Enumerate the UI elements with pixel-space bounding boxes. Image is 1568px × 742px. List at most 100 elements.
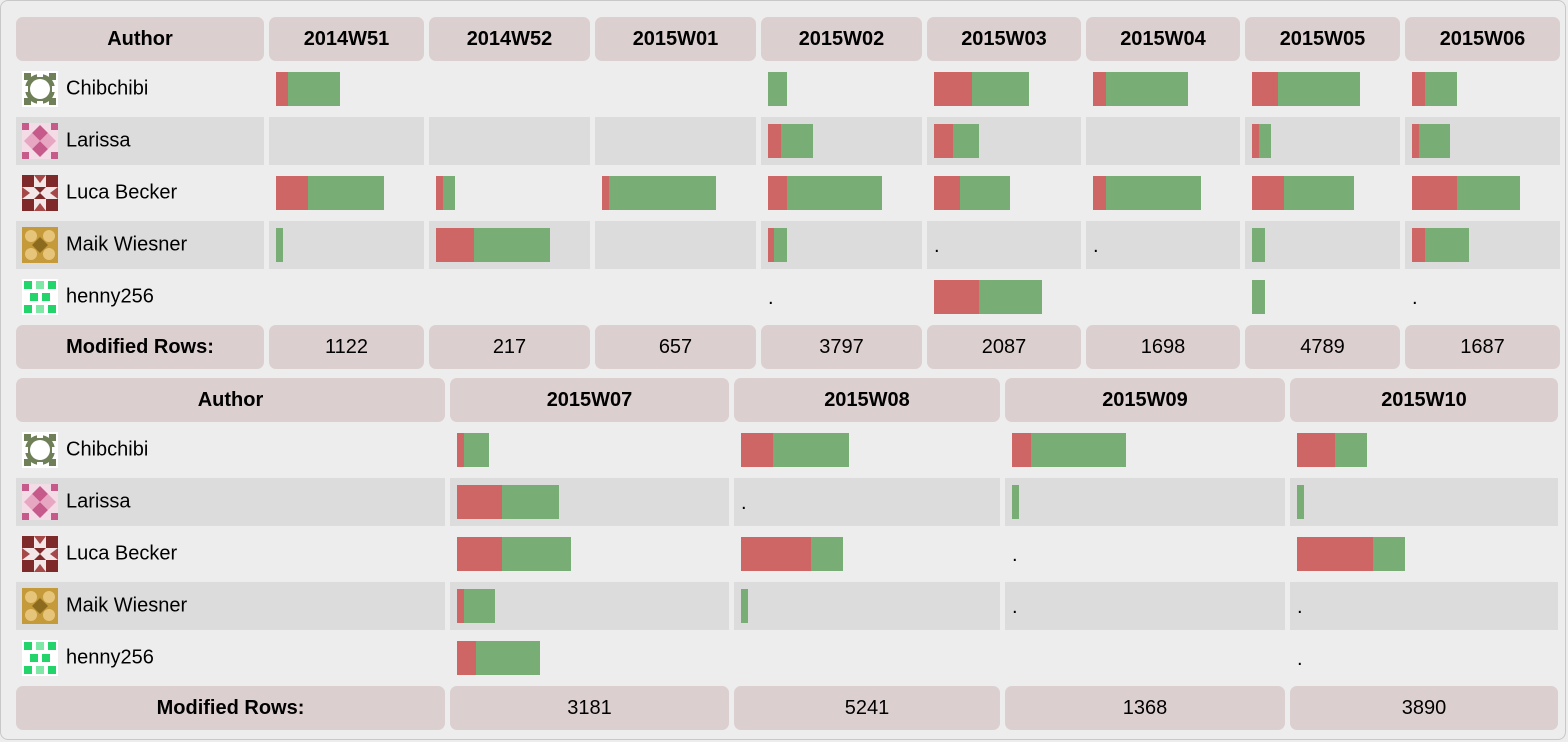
change-cell: .: [761, 273, 922, 321]
change-cell: [1086, 117, 1240, 165]
change-cell: [450, 634, 729, 682]
added-segment: [773, 433, 849, 467]
author-name: Chibchibi: [66, 77, 149, 100]
change-cell: [927, 65, 1081, 113]
author-cell: Maik Wiesner: [16, 582, 445, 630]
change-cell: .: [1290, 582, 1558, 630]
removed-segment: [457, 641, 476, 675]
minor-change-dot: .: [1412, 287, 1418, 309]
author-name: Maik Wiesner: [66, 233, 188, 256]
author-name: henny256: [66, 646, 154, 669]
author-name: Luca Becker: [66, 181, 178, 204]
week-column-header: 2015W07: [450, 378, 729, 422]
change-bar: [1252, 124, 1271, 158]
author-cell: Chibchibi: [16, 65, 264, 113]
author-row: Chibchibi: [16, 65, 1560, 113]
removed-segment: [1252, 176, 1284, 210]
change-cell: .: [1290, 634, 1558, 682]
author-column-header: Author: [16, 378, 445, 422]
week-column-header: 2015W06: [1405, 17, 1560, 61]
author-column-header: Author: [16, 17, 264, 61]
change-cell: .: [1005, 582, 1285, 630]
change-bar: [1093, 72, 1188, 106]
change-bar: [276, 228, 283, 262]
added-segment: [502, 537, 571, 571]
added-segment: [1252, 228, 1265, 262]
added-segment: [308, 176, 384, 210]
week-column-header: 2015W03: [927, 17, 1081, 61]
minor-change-dot: .: [1297, 596, 1303, 618]
change-bar: [457, 433, 489, 467]
added-segment: [609, 176, 716, 210]
modified-rows-value: 657: [595, 325, 756, 369]
change-bar: [457, 537, 571, 571]
removed-segment: [457, 589, 464, 623]
change-bar: [1412, 72, 1457, 106]
added-segment: [1278, 72, 1360, 106]
change-bar: [768, 124, 813, 158]
change-bar: [1093, 176, 1201, 210]
removed-segment: [1297, 537, 1373, 571]
avatar-luca-becker-icon: [22, 175, 58, 211]
added-segment: [768, 72, 787, 106]
author-name: Larissa: [66, 490, 131, 513]
change-cell: [450, 582, 729, 630]
added-segment: [464, 589, 495, 623]
removed-segment: [1412, 124, 1419, 158]
change-bar: [741, 537, 843, 571]
change-cell: [269, 117, 424, 165]
change-bar: [741, 589, 748, 623]
change-bar: [276, 176, 384, 210]
change-cell: [1405, 117, 1560, 165]
change-cell: [734, 426, 1000, 474]
removed-segment: [1297, 433, 1335, 467]
week-column-header: 2014W51: [269, 17, 424, 61]
week-column-header: 2015W01: [595, 17, 756, 61]
avatar-chibchibi-icon: [22, 71, 58, 107]
change-cell: [1245, 65, 1400, 113]
change-cell: [595, 169, 756, 217]
minor-change-dot: .: [1012, 596, 1018, 618]
change-bar: [934, 176, 1010, 210]
change-cell: [1245, 117, 1400, 165]
removed-segment: [768, 176, 787, 210]
change-cell: [595, 117, 756, 165]
change-bar: [1012, 485, 1019, 519]
modified-rows-value: 4789: [1245, 325, 1400, 369]
change-cell: .: [927, 221, 1081, 269]
change-cell: [269, 221, 424, 269]
change-cell: [429, 273, 590, 321]
added-segment: [1373, 537, 1405, 571]
change-bar: [1412, 176, 1520, 210]
added-segment: [787, 176, 882, 210]
change-cell: [429, 221, 590, 269]
modified-rows-label: Modified Rows:: [16, 686, 445, 730]
removed-segment: [1412, 228, 1425, 262]
weekly-changes-table-1: Author 2014W51 2014W52 2015W01 2015W02 2015W0…: [11, 13, 1565, 373]
week-column-header: 2015W10: [1290, 378, 1558, 422]
added-segment: [1425, 72, 1457, 106]
change-cell: [1290, 478, 1558, 526]
author-row: Maik Wiesner..: [16, 221, 1560, 269]
change-cell: [429, 117, 590, 165]
change-cell: [1086, 65, 1240, 113]
added-segment: [972, 72, 1029, 106]
change-cell: [1005, 426, 1285, 474]
author-name: henny256: [66, 285, 154, 308]
change-cell: [450, 530, 729, 578]
change-bar: [934, 124, 979, 158]
added-segment: [464, 433, 489, 467]
removed-segment: [1252, 124, 1259, 158]
added-segment: [476, 641, 540, 675]
author-cell: Larissa: [16, 117, 264, 165]
author-cell: Maik Wiesner: [16, 221, 264, 269]
removed-segment: [457, 485, 502, 519]
change-cell: [595, 273, 756, 321]
minor-change-dot: .: [1297, 648, 1303, 670]
removed-segment: [436, 176, 443, 210]
added-segment: [1297, 485, 1304, 519]
change-bar: [276, 72, 340, 106]
author-row: henny256..: [16, 273, 1560, 321]
author-name: Luca Becker: [66, 542, 178, 565]
avatar-henny256-icon: [22, 279, 58, 315]
